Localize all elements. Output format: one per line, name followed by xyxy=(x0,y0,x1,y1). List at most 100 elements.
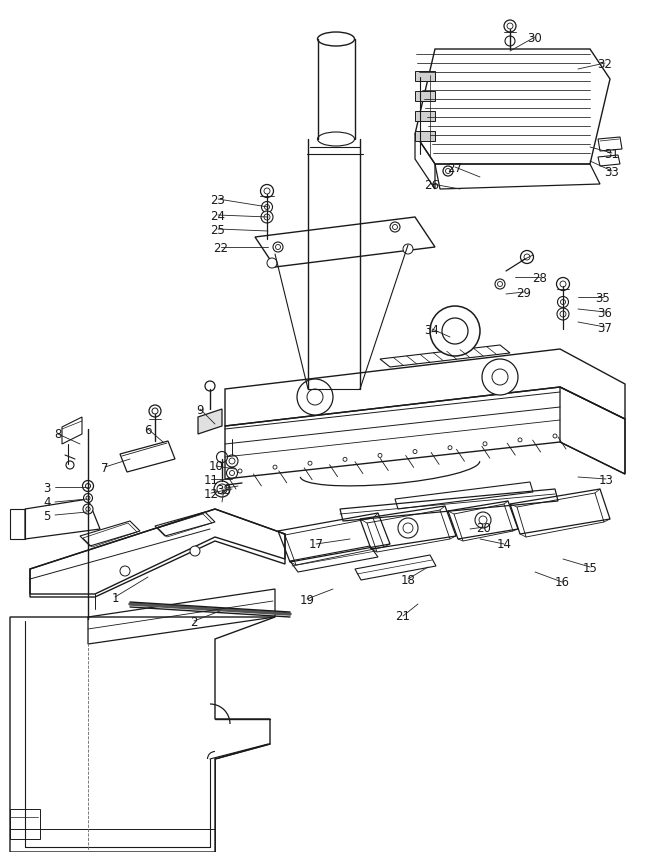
Text: 28: 28 xyxy=(533,271,548,285)
Text: 18: 18 xyxy=(401,573,415,586)
Circle shape xyxy=(557,308,569,320)
Circle shape xyxy=(492,370,508,386)
Text: 30: 30 xyxy=(527,32,543,44)
Circle shape xyxy=(483,442,487,446)
Circle shape xyxy=(520,251,533,264)
Polygon shape xyxy=(415,72,435,82)
Text: 5: 5 xyxy=(43,509,51,522)
Polygon shape xyxy=(415,92,435,102)
Text: 36: 36 xyxy=(598,306,613,320)
Circle shape xyxy=(479,516,487,524)
Text: 33: 33 xyxy=(605,165,619,178)
Polygon shape xyxy=(198,410,222,435)
Circle shape xyxy=(262,202,272,213)
Text: 1: 1 xyxy=(112,590,119,604)
Polygon shape xyxy=(415,112,435,122)
Circle shape xyxy=(482,360,518,395)
Circle shape xyxy=(226,468,237,479)
Circle shape xyxy=(442,319,468,344)
Circle shape xyxy=(120,567,130,576)
Circle shape xyxy=(524,255,530,261)
Circle shape xyxy=(560,312,566,318)
Circle shape xyxy=(398,518,418,538)
Circle shape xyxy=(273,243,283,253)
Circle shape xyxy=(392,225,398,230)
Text: 31: 31 xyxy=(605,147,619,160)
Circle shape xyxy=(430,307,480,357)
Circle shape xyxy=(308,462,312,466)
Circle shape xyxy=(66,462,74,469)
Circle shape xyxy=(261,212,273,224)
Text: 21: 21 xyxy=(396,610,411,623)
Text: 11: 11 xyxy=(203,473,218,486)
Text: 17: 17 xyxy=(308,538,323,551)
Circle shape xyxy=(267,259,277,268)
Circle shape xyxy=(495,279,505,290)
Circle shape xyxy=(264,189,270,195)
Text: 32: 32 xyxy=(598,57,613,71)
Circle shape xyxy=(229,458,235,464)
Circle shape xyxy=(475,512,491,528)
Text: 4: 4 xyxy=(43,496,51,509)
Circle shape xyxy=(556,278,569,291)
Circle shape xyxy=(260,185,274,199)
Text: 13: 13 xyxy=(598,473,613,486)
Circle shape xyxy=(205,382,215,392)
Circle shape xyxy=(443,167,453,177)
Text: 7: 7 xyxy=(101,461,109,474)
Text: 3: 3 xyxy=(43,481,51,494)
Circle shape xyxy=(152,408,158,415)
Text: 12: 12 xyxy=(203,487,218,500)
Circle shape xyxy=(85,484,91,489)
Circle shape xyxy=(558,297,569,308)
Circle shape xyxy=(504,21,516,33)
Circle shape xyxy=(560,282,566,288)
Circle shape xyxy=(86,507,91,511)
Circle shape xyxy=(307,389,323,406)
Text: 22: 22 xyxy=(213,241,228,254)
Circle shape xyxy=(507,24,513,30)
Text: 27: 27 xyxy=(447,161,462,175)
Circle shape xyxy=(448,446,452,450)
Circle shape xyxy=(505,37,515,47)
Text: 20: 20 xyxy=(476,521,491,534)
Text: 9: 9 xyxy=(196,403,204,416)
Text: 24: 24 xyxy=(211,210,226,222)
Circle shape xyxy=(390,222,400,233)
Circle shape xyxy=(403,245,413,255)
Text: 14: 14 xyxy=(497,538,512,551)
Circle shape xyxy=(264,205,270,210)
Circle shape xyxy=(83,481,94,492)
Text: 23: 23 xyxy=(211,193,226,206)
Circle shape xyxy=(343,458,347,462)
Circle shape xyxy=(230,471,234,476)
Text: 15: 15 xyxy=(583,561,598,574)
Circle shape xyxy=(560,300,565,305)
Text: 8: 8 xyxy=(54,428,62,441)
Circle shape xyxy=(214,481,230,498)
Circle shape xyxy=(297,379,333,416)
Circle shape xyxy=(276,245,281,250)
Text: 38: 38 xyxy=(216,483,232,496)
Text: 29: 29 xyxy=(516,286,531,299)
Text: 34: 34 xyxy=(424,323,440,336)
Circle shape xyxy=(378,454,382,458)
Circle shape xyxy=(86,497,90,500)
Circle shape xyxy=(273,465,277,469)
Circle shape xyxy=(518,439,522,442)
Circle shape xyxy=(403,523,413,533)
Circle shape xyxy=(264,215,270,221)
Text: 35: 35 xyxy=(596,291,610,304)
Circle shape xyxy=(216,452,228,463)
Circle shape xyxy=(553,435,557,439)
Text: 16: 16 xyxy=(554,576,569,589)
Text: 25: 25 xyxy=(211,223,226,236)
Circle shape xyxy=(217,485,227,494)
Polygon shape xyxy=(415,132,435,141)
Circle shape xyxy=(413,450,417,454)
Circle shape xyxy=(226,456,238,468)
Text: 10: 10 xyxy=(209,460,224,473)
Circle shape xyxy=(83,494,92,503)
Circle shape xyxy=(497,282,502,287)
Text: 6: 6 xyxy=(144,423,152,436)
